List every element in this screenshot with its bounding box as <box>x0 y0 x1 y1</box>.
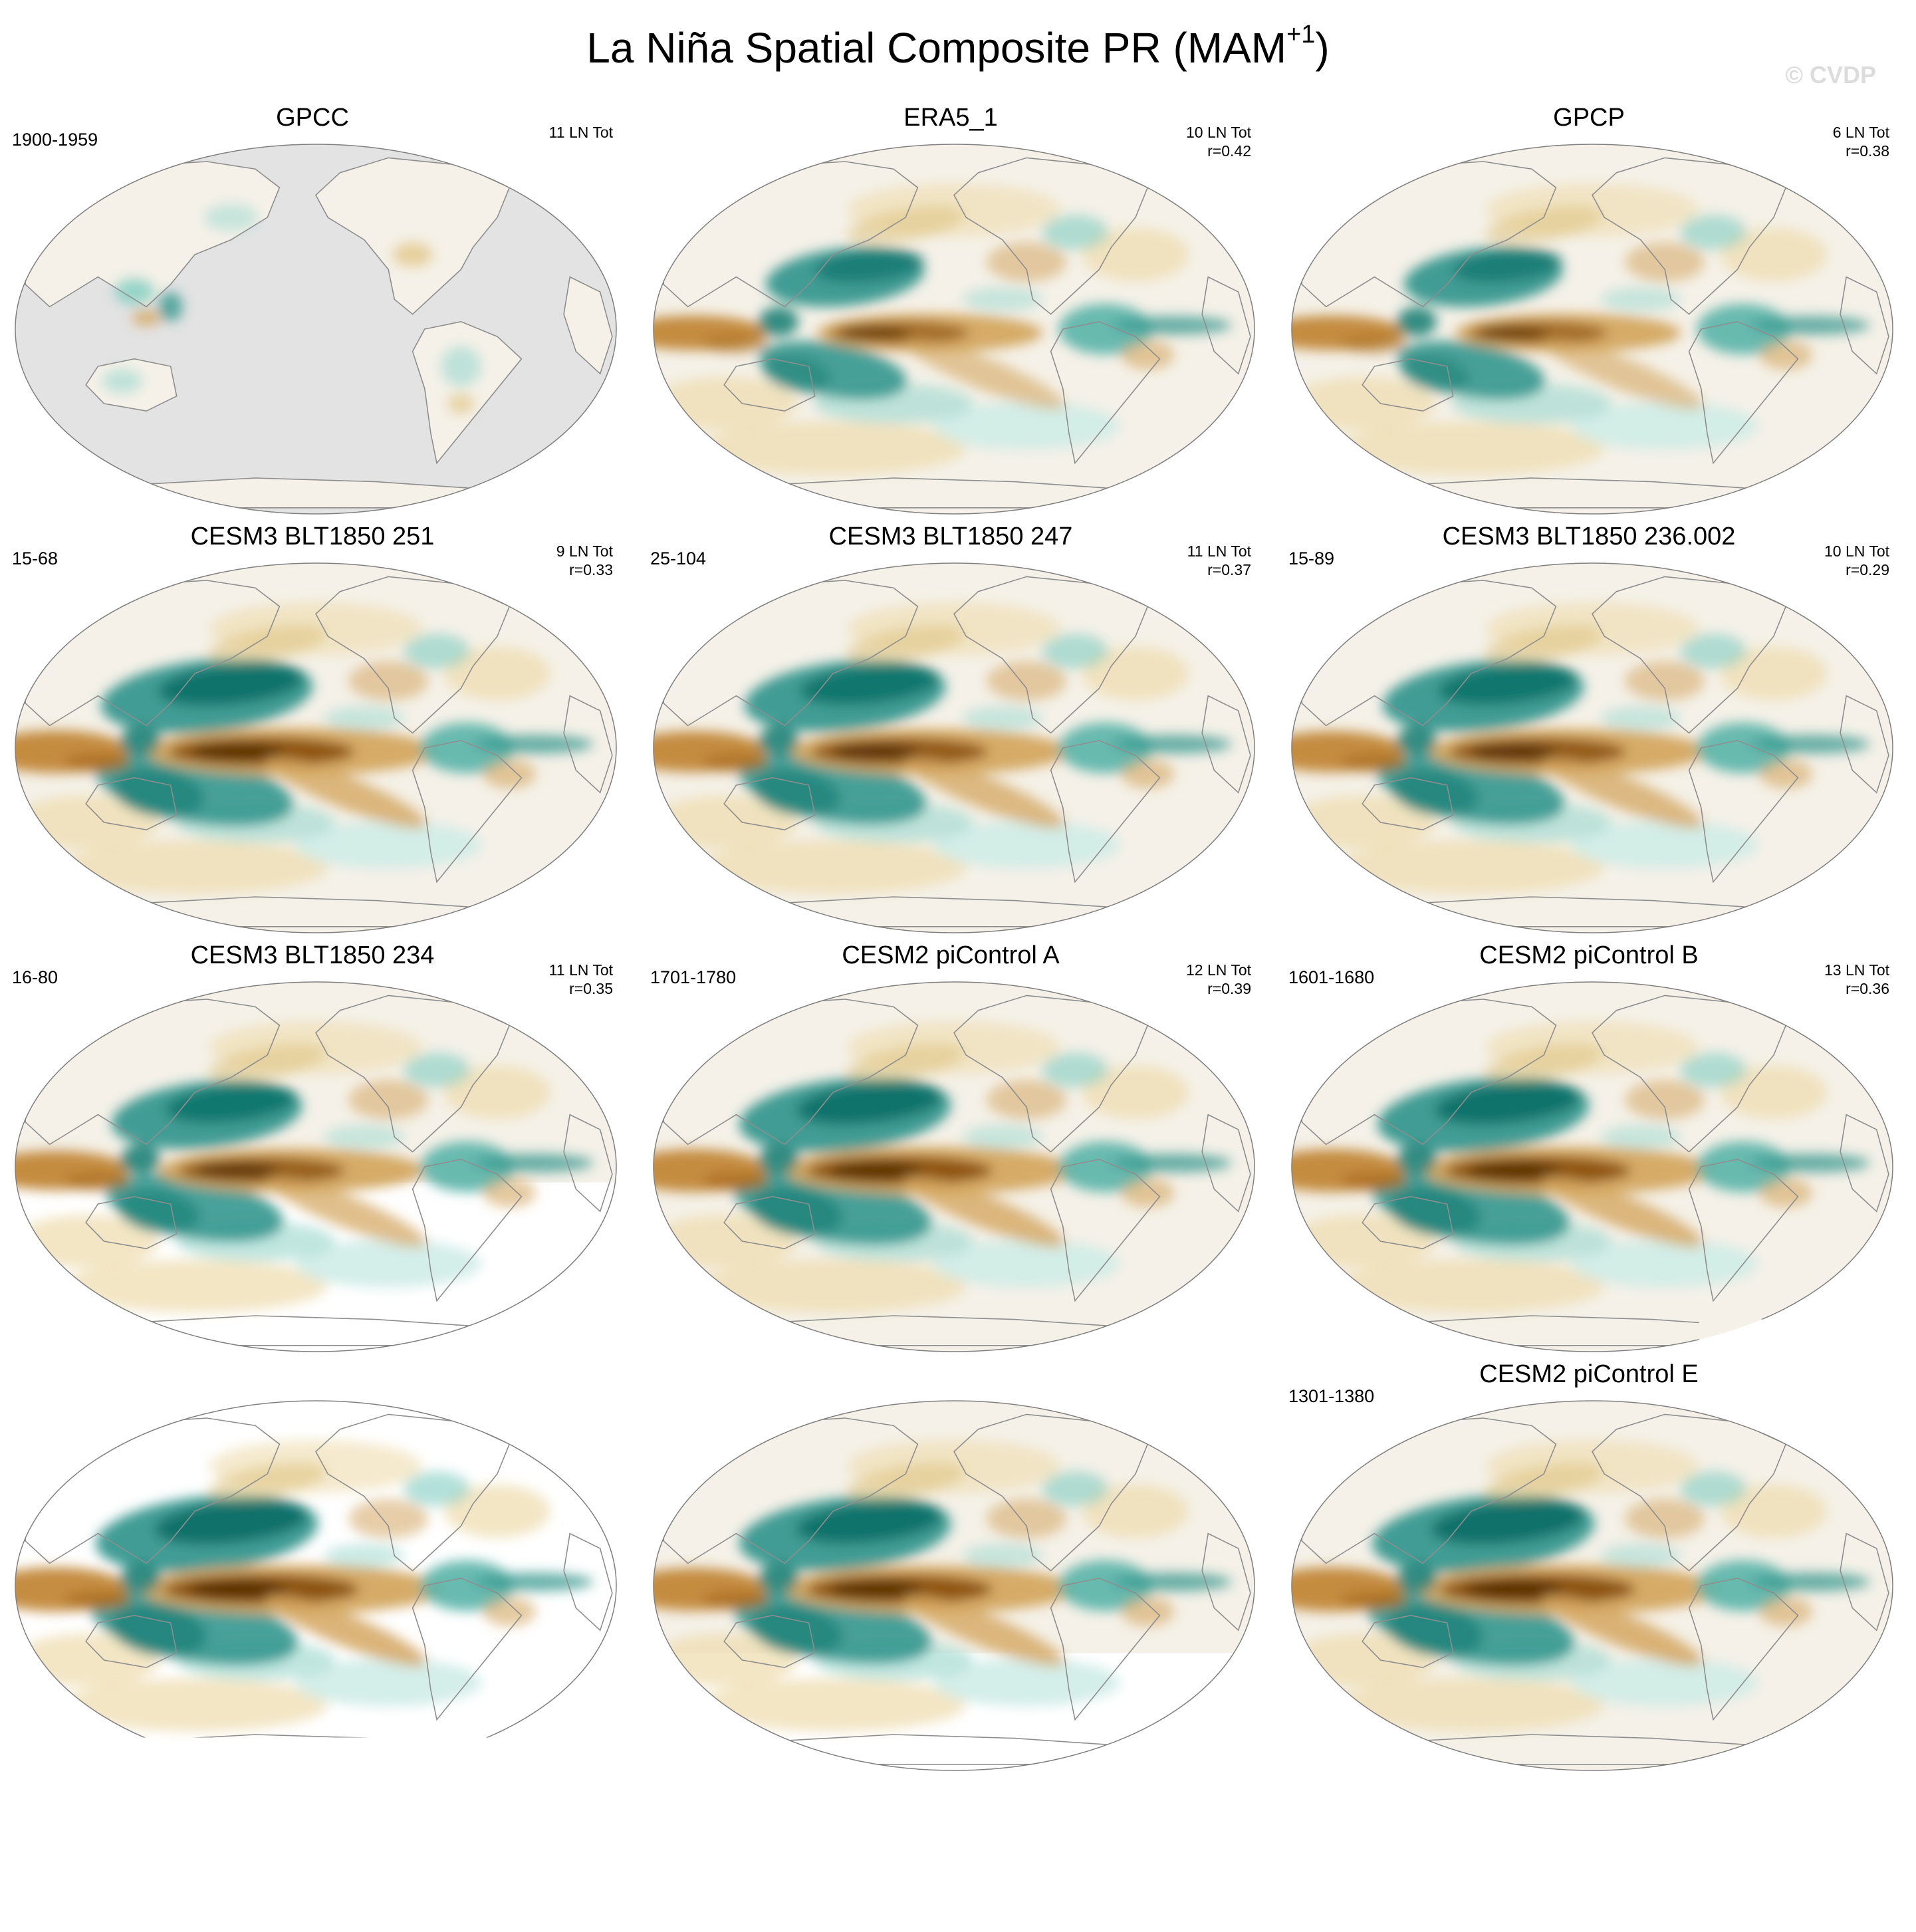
panel-title: CESM3 BLT1850 236.002 <box>1276 522 1901 551</box>
colorbar-tick-label: -3 <box>493 1835 522 1872</box>
colorbar-swatch <box>378 1798 443 1829</box>
panel-title: CESM3 BLT1850 234 <box>0 941 625 970</box>
panel-title: CESM2 piControl E <box>1276 1360 1901 1389</box>
panel-event-count: 15 LN Tot <box>1186 1380 1251 1398</box>
map-panel: CESM2 piControl A 1701-1780 12 LN Tot r=0.3… <box>638 941 1263 1353</box>
colorbar-swatch <box>507 1798 572 1829</box>
panel-title: CESM3 BLT1850 247 <box>638 522 1263 551</box>
colorbar-tick-label: -4 <box>428 1835 457 1872</box>
precip-anomaly-map <box>1290 1399 1895 1772</box>
colorbar-tick-label: 3 <box>1401 1835 1419 1872</box>
colorbar-tick-label: -1 <box>622 1835 651 1872</box>
colorbar-tick-label: .75 <box>1193 1835 1240 1872</box>
panel-title: CESM3 BLT1850 251 <box>0 522 625 551</box>
precip-anomaly-map <box>1290 143 1895 515</box>
precip-anomaly-map <box>652 981 1257 1353</box>
colorbar-swatch <box>1023 1798 1088 1829</box>
colorbar-tick-label: .1 <box>1009 1835 1037 1872</box>
panel-event-count: 9 LN Tot <box>556 542 613 560</box>
colorbar-swatch <box>1346 1798 1410 1829</box>
precip-anomaly-map <box>1290 562 1895 934</box>
colorbar-tick-label: 4 <box>1465 1835 1484 1872</box>
colorbar: -5 -4 -3 -2 -1 -.75 -.5 -.25 -.1 0 .1 .25 .5 .75 1 2 3 4 5 <box>314 1798 1604 1872</box>
page-title: La Niña Spatial Composite PR (MAM+1) <box>0 21 1916 74</box>
colorbar-swatch <box>1281 1798 1346 1829</box>
precip-anomaly-map <box>13 562 618 934</box>
colorbar-tick-label: -.25 <box>801 1835 858 1872</box>
map-panel: CESM3 BLT1850 251 15-68 9 LN Tot r=0.33 <box>0 522 625 934</box>
colorbar-swatch <box>636 1798 701 1829</box>
panel-stats: 11 LN Tot <box>549 123 613 142</box>
colorbar-tick-label: -.75 <box>672 1835 729 1872</box>
colorbar-swatch <box>959 1798 1023 1829</box>
panel-title: CESM2 piControl D <box>638 1360 1263 1389</box>
colorbar-swatch <box>1152 1798 1217 1829</box>
colorbar-tick-label: 0 <box>949 1835 968 1872</box>
panel-title: CESM2 piControl C <box>0 1360 625 1389</box>
panel-event-count: 14 LN Tot <box>1824 1380 1889 1398</box>
colorbar-tick-label: 5 <box>1530 1835 1548 1872</box>
colorbar-swatch <box>1217 1798 1281 1829</box>
panel-event-count: 11 LN Tot <box>549 123 613 142</box>
panel-event-count: 6 LN Tot <box>1833 123 1889 142</box>
colorbar-swatch <box>314 1798 378 1829</box>
precip-anomaly-map <box>1290 981 1895 1353</box>
colorbar-swatch <box>1088 1798 1152 1829</box>
colorbar-swatch <box>765 1798 830 1829</box>
precip-anomaly-map <box>652 1399 1257 1772</box>
panel-event-count: 10 LN Tot <box>1824 542 1889 560</box>
map-panel: CESM3 BLT1850 247 25-104 11 LN Tot r=0.37 <box>638 522 1263 934</box>
precip-anomaly-map <box>652 143 1257 515</box>
map-panel: CESM3 BLT1850 236.002 15-89 10 LN Tot r=0.2… <box>1276 522 1901 934</box>
colorbar-tick-label: 1 <box>1272 1835 1290 1872</box>
colorbar-swatch <box>572 1798 636 1829</box>
panel-event-count: 10 LN Tot <box>1186 123 1251 142</box>
colorbar-tick-label: .25 <box>1064 1835 1111 1872</box>
map-panel: CESM2 piControl D 1401-1480 15 LN Tot r=0.3… <box>638 1360 1263 1772</box>
colorbar-tick-label: -5 <box>364 1835 393 1872</box>
colorbar-swatch <box>701 1798 765 1829</box>
colorbar-swatch <box>894 1798 959 1829</box>
panel-event-count: 11 LN Tot <box>549 961 613 979</box>
colorbar-swatch <box>1475 1798 1539 1829</box>
panel-event-count: 12 LN Tot <box>548 1380 613 1398</box>
precip-anomaly-map <box>13 143 618 515</box>
colorbar-swatch <box>1539 1798 1604 1829</box>
colorbar-swatch <box>1410 1798 1475 1829</box>
colorbar-unit-label: mm/day <box>0 1873 1916 1912</box>
map-panel: CESM3 BLT1850 234 16-80 11 LN Tot r=0.35 <box>0 941 625 1353</box>
map-panel: CESM2 piControl B 1601-1680 13 LN Tot r=0.3… <box>1276 941 1901 1353</box>
map-panel: ERA5_1 10 LN Tot r=0.42 <box>638 103 1263 515</box>
map-panel: CESM2 piControl E 1301-1380 14 LN Tot r=0.4… <box>1276 1360 1901 1772</box>
panel-title: GPCP <box>1276 103 1901 132</box>
precip-anomaly-map <box>652 562 1257 934</box>
precip-anomaly-map <box>13 1399 618 1772</box>
panel-event-count: 13 LN Tot <box>1824 961 1889 979</box>
precip-anomaly-map <box>13 981 618 1353</box>
panel-event-count: 11 LN Tot <box>1187 542 1251 560</box>
panel-title: ERA5_1 <box>638 103 1263 132</box>
panel-title: GPCC <box>0 103 625 132</box>
colorbar-tick-label: -.5 <box>746 1835 784 1872</box>
cvdp-watermark: © CVDP <box>1785 61 1876 89</box>
colorbar-tick-label: .5 <box>1138 1835 1166 1872</box>
map-panel: GPCP 6 LN Tot r=0.38 <box>1276 103 1901 515</box>
panel-title: CESM2 piControl A <box>638 941 1263 970</box>
colorbar-swatch <box>830 1798 894 1829</box>
panel-title: CESM2 piControl B <box>1276 941 1901 970</box>
colorbar-swatch <box>443 1798 507 1829</box>
colorbar-tick-label: -2 <box>557 1835 586 1872</box>
colorbar-tick-label: -.1 <box>875 1835 913 1872</box>
panel-event-count: 12 LN Tot <box>1186 961 1251 979</box>
map-panel: GPCC 1900-1959 11 LN Tot <box>0 103 625 515</box>
map-panel: CESM2 piControl C 1501-1580 12 LN Tot r=0.3… <box>0 1360 625 1772</box>
colorbar-tick-label: 2 <box>1336 1835 1355 1872</box>
